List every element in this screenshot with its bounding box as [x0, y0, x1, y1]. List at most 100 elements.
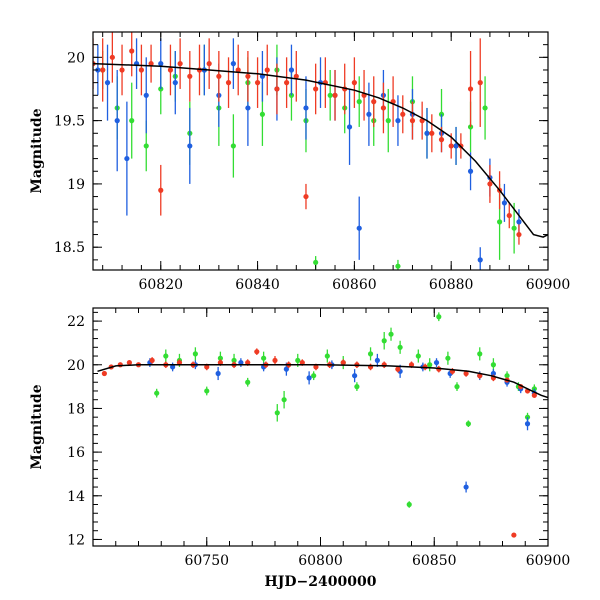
data-point-red — [126, 359, 132, 366]
data-point-red — [351, 80, 357, 86]
y-tick-label: 20 — [67, 50, 85, 66]
data-point-red — [119, 67, 125, 73]
data-point-green — [406, 501, 412, 508]
x-tick-label: 60860 — [332, 277, 377, 293]
data-point-blue — [114, 118, 120, 124]
data-point-blue — [467, 168, 474, 174]
data-point-red — [284, 80, 290, 86]
data-point-red — [254, 80, 261, 86]
data-point-red — [380, 105, 387, 111]
data-point-blue — [453, 143, 459, 149]
data-point-red — [272, 357, 278, 364]
data-point-green — [490, 362, 496, 368]
data-point-blue — [516, 219, 522, 225]
data-point-red — [303, 193, 309, 200]
y-tick-label: 20 — [67, 358, 85, 374]
data-point-red — [158, 187, 164, 193]
data-point-green — [395, 263, 401, 269]
plot-area — [93, 32, 548, 270]
y-axis-title: Magnitude — [29, 384, 45, 469]
data-point-red — [477, 80, 483, 86]
data-point-green — [477, 351, 483, 357]
data-point-blue — [288, 67, 295, 73]
data-point-green — [259, 111, 266, 117]
data-point-red — [225, 80, 232, 86]
data-point-red — [129, 48, 135, 54]
y-tick-label: 14 — [67, 489, 85, 505]
data-point-green — [163, 353, 169, 359]
data-point-red — [467, 86, 474, 92]
data-point-blue — [346, 124, 353, 130]
x-tick-label: 60750 — [184, 553, 229, 569]
data-point-blue — [230, 61, 236, 67]
data-point-red — [204, 364, 210, 370]
data-point-red — [448, 143, 454, 149]
data-point-green — [356, 99, 362, 105]
data-point-green — [295, 357, 301, 364]
data-point-green — [231, 357, 237, 364]
data-point-blue — [303, 105, 309, 111]
data-point-red — [511, 532, 517, 538]
data-point-green — [367, 351, 374, 357]
data-point-blue — [524, 421, 531, 427]
data-point-red — [313, 364, 319, 370]
data-point-blue — [501, 200, 508, 206]
data-point-red — [409, 118, 416, 124]
plot-frame — [92, 307, 549, 547]
data-point-red — [101, 370, 107, 377]
data-point-green — [311, 373, 317, 379]
data-point-red — [109, 54, 115, 60]
data-point-green — [415, 353, 421, 359]
data-point-green — [436, 314, 442, 320]
data-point-blue — [306, 375, 312, 381]
data-point-blue — [238, 359, 244, 366]
data-point-red — [463, 370, 469, 377]
data-point-blue — [356, 225, 362, 231]
data-point-red — [395, 366, 401, 372]
y-tick-label: 19 — [67, 177, 85, 193]
data-point-green — [327, 92, 333, 98]
data-point-green — [397, 344, 403, 350]
y-tick-label: 18.5 — [54, 240, 85, 256]
data-point-blue — [352, 373, 358, 379]
data-point-red — [138, 67, 145, 73]
data-point-red — [216, 73, 222, 79]
data-point-red — [167, 67, 174, 73]
data-point-red — [408, 362, 415, 368]
data-point-blue — [158, 61, 164, 67]
data-point-red — [148, 61, 154, 67]
data-point-red — [100, 67, 106, 73]
data-point-green — [204, 388, 210, 394]
data-point-green — [313, 259, 319, 266]
data-point-red — [176, 359, 183, 366]
x-tick-label: 60900 — [526, 553, 571, 569]
data-point-green — [385, 118, 391, 124]
data-point-blue — [490, 370, 496, 377]
data-point-green — [465, 421, 471, 427]
data-point-red — [371, 99, 377, 105]
data-point-green — [324, 353, 330, 359]
data-point-red — [177, 61, 183, 67]
top-panel: 60820 60840 60860 60880 60900 18.5 19 19.5 20 Mag… — [29, 31, 570, 293]
data-point-red — [332, 92, 338, 98]
data-point-red — [187, 73, 193, 79]
x-tick-label: 60800 — [298, 553, 343, 569]
y-tick-label: 19.5 — [54, 114, 85, 130]
data-point-blue — [124, 155, 130, 162]
y-tick-label: 22 — [67, 314, 85, 330]
model-curve — [93, 62, 548, 238]
data-point-red — [340, 359, 346, 366]
data-point-blue — [143, 92, 149, 98]
data-point-red — [429, 130, 435, 136]
y-tick-label: 16 — [67, 445, 85, 461]
plot-frame — [92, 31, 549, 271]
data-point-red — [235, 67, 241, 73]
x-tick-label: 60840 — [235, 277, 280, 293]
data-point-green — [154, 390, 160, 396]
data-point-green — [281, 397, 287, 403]
data-point-red — [299, 359, 305, 366]
data-point-green — [354, 384, 360, 390]
data-point-green — [381, 338, 387, 344]
data-point-blue — [187, 143, 193, 149]
